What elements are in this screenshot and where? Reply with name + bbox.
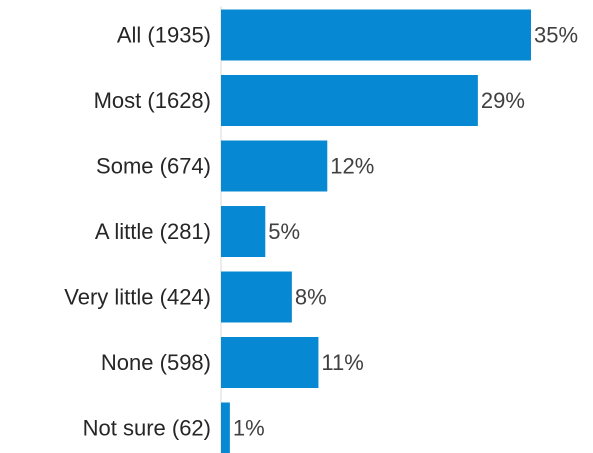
value-label: 8%	[295, 285, 327, 310]
category-label: All (1935)	[117, 23, 211, 48]
chart-value-labels: 35% 29% 12% 5% 8% 11% 1%	[233, 23, 578, 441]
value-label: 29%	[481, 88, 525, 113]
category-label: None (598)	[101, 350, 211, 375]
bar	[221, 402, 230, 453]
bar	[221, 337, 319, 388]
value-label: 11%	[321, 350, 363, 375]
bar	[221, 140, 328, 192]
category-label: Some (674)	[96, 154, 211, 179]
chart-category-labels: All (1935) Most (1628) Some (674) A little …	[64, 23, 211, 441]
value-label: 35%	[534, 23, 578, 48]
chart-bars-layer	[221, 9, 531, 453]
category-label: A little (281)	[95, 219, 211, 244]
category-label: Most (1628)	[94, 88, 211, 113]
bar	[221, 9, 531, 61]
bar	[221, 75, 478, 126]
value-label: 12%	[330, 154, 374, 179]
bar	[221, 206, 266, 257]
category-label: Not sure (62)	[83, 416, 211, 441]
value-label: 1%	[233, 416, 265, 441]
value-label: 5%	[268, 219, 300, 244]
bar	[221, 271, 292, 323]
category-label: Very little (424)	[64, 285, 211, 310]
